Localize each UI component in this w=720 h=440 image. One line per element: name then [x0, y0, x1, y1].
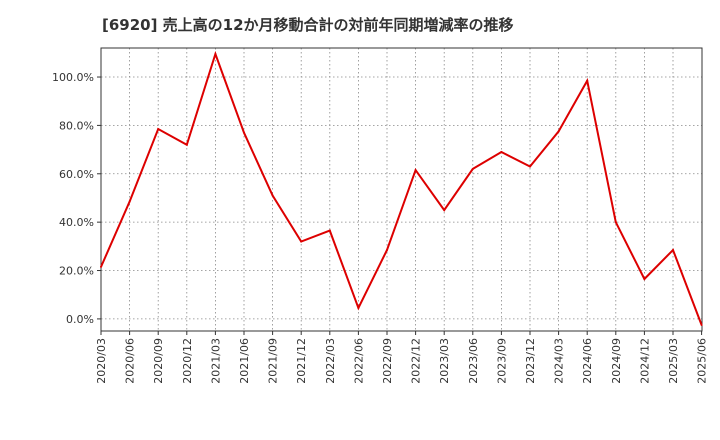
data-point: [643, 277, 646, 280]
x-tick-label: 2024/12: [638, 338, 651, 384]
y-tick-label: 80.0%: [59, 119, 94, 132]
x-tick-label: 2024/09: [610, 338, 623, 384]
data-point: [300, 240, 303, 243]
x-tick-label: 2023/06: [467, 338, 480, 384]
data-point: [529, 165, 531, 168]
x-tick-label: 2024/03: [553, 338, 566, 384]
data-point: [271, 194, 274, 197]
x-tick-label: 2021/06: [238, 338, 251, 384]
data-point: [243, 131, 245, 134]
plot-frame: [100, 47, 703, 332]
x-tick-label: 2022/03: [324, 338, 337, 384]
data-point: [614, 221, 617, 224]
x-tick-label: 2023/03: [438, 338, 451, 384]
x-tick-label: 2024/06: [581, 338, 594, 384]
x-tick-label: 2021/12: [295, 338, 308, 384]
data-point: [128, 200, 131, 203]
y-tick-label: 20.0%: [59, 265, 94, 278]
x-tick-label: 2022/09: [381, 338, 394, 384]
x-tick-label: 2022/06: [352, 338, 365, 384]
data-point: [700, 323, 703, 326]
x-tick-label: 2025/03: [667, 338, 680, 384]
y-tick-label: 100.0%: [52, 71, 94, 84]
x-tick-label: 2020/09: [152, 338, 165, 384]
x-tick-label: 2020/12: [181, 338, 194, 384]
y-tick-label: 40.0%: [59, 216, 94, 229]
data-point: [672, 248, 674, 251]
data-point: [557, 130, 560, 133]
chart-title: [6920] 売上高の12か月移動合計の対前年同期増減率の推移: [102, 16, 514, 34]
data-point: [357, 307, 360, 310]
data-point: [414, 169, 417, 172]
x-tick-label: 2022/12: [410, 338, 423, 384]
series-line: [100, 50, 703, 326]
y-tick-label: 0.0%: [66, 313, 94, 326]
x-tick-label: 2021/09: [267, 338, 280, 384]
data-point: [214, 53, 217, 56]
x-tick-label: 2021/03: [209, 338, 222, 384]
data-point: [185, 143, 188, 146]
x-tick-label: 2020/06: [124, 338, 137, 384]
x-tick-label: 2023/12: [524, 338, 537, 384]
x-tick-label: 2020/03: [95, 338, 108, 384]
x-tick-label: 2025/06: [696, 338, 709, 384]
data-point: [386, 248, 388, 251]
y-tick-label: 60.0%: [59, 168, 94, 181]
x-tick-label: 2023/09: [495, 338, 508, 384]
data-point: [471, 167, 474, 170]
data-point: [157, 128, 160, 131]
data-point: [100, 265, 102, 268]
data-point: [328, 229, 331, 232]
data-point: [586, 79, 589, 82]
data-point: [500, 151, 503, 154]
data-point: [443, 209, 446, 212]
